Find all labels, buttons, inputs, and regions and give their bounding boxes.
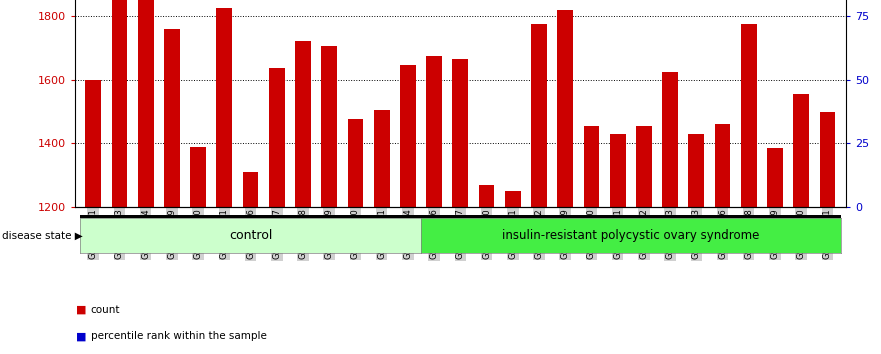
Bar — [453, 59, 468, 207]
Bar — [583, 126, 599, 207]
Text: ■: ■ — [76, 305, 86, 315]
Bar — [741, 24, 757, 207]
Bar — [636, 126, 652, 207]
Bar — [819, 112, 835, 207]
Bar — [610, 134, 626, 207]
Bar — [688, 134, 704, 207]
Bar — [400, 65, 416, 207]
Text: disease state ▶: disease state ▶ — [2, 230, 83, 240]
Bar — [85, 80, 101, 207]
Bar — [793, 94, 809, 207]
Text: insulin-resistant polycystic ovary syndrome: insulin-resistant polycystic ovary syndr… — [502, 229, 759, 242]
Bar — [190, 147, 206, 207]
Text: ■: ■ — [76, 331, 86, 341]
Bar — [531, 24, 547, 207]
Text: count: count — [91, 305, 120, 315]
Bar — [217, 8, 233, 207]
Bar — [112, 0, 128, 207]
Bar — [767, 148, 783, 207]
Bar — [269, 68, 285, 207]
Bar — [322, 46, 337, 207]
Bar — [164, 29, 180, 207]
Text: percentile rank within the sample: percentile rank within the sample — [91, 331, 267, 341]
Bar — [242, 172, 258, 207]
Bar — [426, 56, 442, 207]
Bar — [558, 10, 573, 207]
Bar — [663, 72, 678, 207]
Bar — [374, 110, 389, 207]
Bar — [348, 119, 363, 207]
Bar — [295, 41, 311, 207]
Bar — [505, 191, 521, 207]
Bar — [478, 185, 494, 207]
Bar — [137, 0, 153, 207]
Text: control: control — [229, 229, 272, 242]
Bar — [714, 124, 730, 207]
